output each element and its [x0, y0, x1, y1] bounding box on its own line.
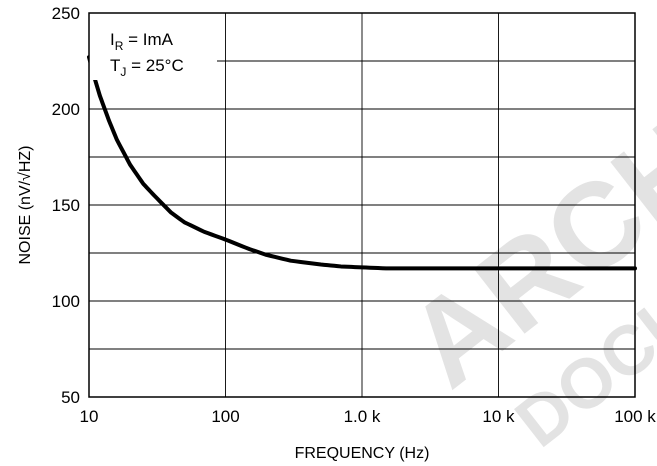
annotation-temperature: TJ = 25°C	[110, 56, 184, 79]
y-tick-label: 250	[52, 4, 80, 23]
noise-curve-line	[87, 55, 637, 271]
x-axis-title: FREQUENCY (Hz)	[295, 445, 430, 462]
x-tick-label: 100 k	[614, 407, 656, 426]
x-tick-label: 100	[211, 407, 239, 426]
x-tick-label: 1.0 k	[344, 407, 381, 426]
annotation-box	[89, 16, 217, 80]
plot-area	[87, 55, 637, 271]
y-tick-label: 100	[52, 292, 80, 311]
annotation-current: IR = ImA	[110, 30, 174, 53]
y-tick-label: 200	[52, 100, 80, 119]
x-tick-label: 10	[80, 407, 99, 426]
plot-frame	[88, 12, 636, 398]
tick-labels: 10 100 1.0 k 10 k 100 k 50 100 150 200 250	[52, 4, 657, 426]
y-axis-title: NOISE (nV/√HZ)	[17, 145, 34, 264]
y-tick-label: 50	[61, 388, 80, 407]
y-tick-label: 150	[52, 196, 80, 215]
x-tick-label: 10 k	[482, 407, 515, 426]
